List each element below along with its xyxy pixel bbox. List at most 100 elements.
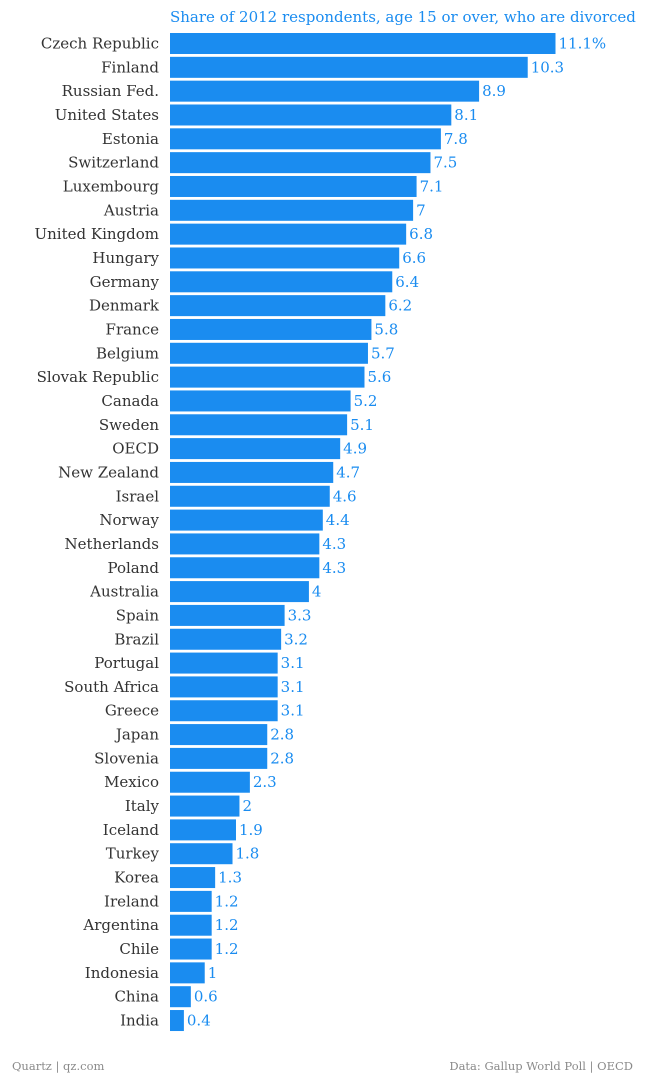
value-label: 3.1 [281,654,305,672]
category-label: Finland [101,58,159,76]
bar [170,318,372,340]
footer-source: Data: Gallup World Poll | OECD [449,1059,633,1074]
category-label: Italy [125,797,160,815]
value-label: 11.1% [559,35,607,53]
bar [170,485,330,507]
category-label: Israel [116,487,160,505]
category-label: Denmark [89,297,160,315]
bar [170,438,341,460]
value-label: 4.3 [322,535,346,553]
category-label: Iceland [103,821,160,839]
category-label: Netherlands [65,535,159,553]
category-label: Hungary [92,249,159,267]
bar [170,724,268,746]
bar [170,342,368,364]
category-label: Japan [114,726,160,744]
value-label: 0.6 [194,988,218,1006]
category-label: Brazil [114,630,159,648]
bar [170,152,431,174]
category-label: New Zealand [58,463,159,481]
bar [170,295,386,317]
bar [170,33,556,54]
category-label: Czech Republic [41,35,159,53]
value-label: 7.5 [433,154,457,172]
category-label: South Africa [64,678,159,696]
bar [170,461,334,483]
value-label: 3.1 [281,678,305,696]
category-label: Argentina [82,916,159,934]
bar [170,581,309,603]
bar [170,700,278,722]
category-label: France [106,320,160,338]
value-label: 3.3 [288,606,312,624]
category-label: India [120,1012,159,1030]
bar [170,747,268,769]
bar [170,390,351,412]
category-label: Estonia [102,130,159,148]
bar [170,914,212,936]
bar [170,867,216,889]
bar [170,652,278,674]
category-label: Indonesia [85,964,159,982]
category-label: Australia [89,583,159,601]
bar [170,80,480,102]
category-label: Poland [107,559,159,577]
category-label: Luxembourg [63,177,160,195]
value-label: 10.3 [531,58,564,76]
bar [170,676,278,698]
bar [170,962,205,984]
category-label: OECD [112,440,159,458]
value-label: 1.9 [239,821,263,839]
category-label: United Kingdom [35,225,160,243]
bar [170,366,365,388]
value-label: 7.1 [420,177,444,195]
value-label: 3.2 [284,630,308,648]
bar [170,414,348,436]
category-label: China [114,988,159,1006]
value-label: 2 [242,797,252,815]
footer-credit: Quartz | qz.com [12,1059,104,1074]
bar [170,938,212,960]
bar [170,247,400,269]
category-label: Russian Fed. [62,82,159,100]
value-label: 8.9 [482,82,506,100]
bar [170,199,414,221]
category-label: Canada [101,392,159,410]
value-label: 2.8 [270,749,294,767]
bar [170,771,250,793]
bars-group: Czech Republic 11.1% Finland 10.3 Russian Fe… [35,33,607,1032]
value-label: 5.6 [367,368,391,386]
category-label: Belgium [96,344,159,362]
category-label: Norway [99,511,159,529]
bar [170,1010,184,1032]
value-label: 4.3 [322,559,346,577]
bar [170,557,320,579]
bar [170,223,407,245]
value-label: 4.9 [343,440,367,458]
value-label: 4.7 [336,463,360,481]
category-label: Germany [90,273,160,291]
chart-title: Share of 2012 respondents, age 15 or ove… [170,8,636,26]
category-label: Austria [103,201,159,219]
value-label: 0.4 [187,1012,211,1030]
bar [170,56,528,78]
category-label: Slovak Republic [37,368,159,386]
category-label: Ireland [104,892,159,910]
category-label: Portugal [94,654,159,672]
value-label: 1.3 [218,869,242,887]
bar [170,175,417,197]
value-label: 7.8 [444,130,468,148]
value-label: 1.2 [215,940,239,958]
value-label: 7 [416,201,426,219]
value-label: 5.2 [354,392,378,410]
value-label: 3.1 [281,702,305,720]
value-label: 5.1 [350,416,374,434]
category-label: Switzerland [68,154,159,172]
category-label: Slovenia [94,749,159,767]
value-label: 6.6 [402,249,426,267]
value-label: 4.6 [333,487,357,505]
category-label: Sweden [99,416,159,434]
value-label: 2.8 [270,726,294,744]
value-label: 1 [208,964,218,982]
